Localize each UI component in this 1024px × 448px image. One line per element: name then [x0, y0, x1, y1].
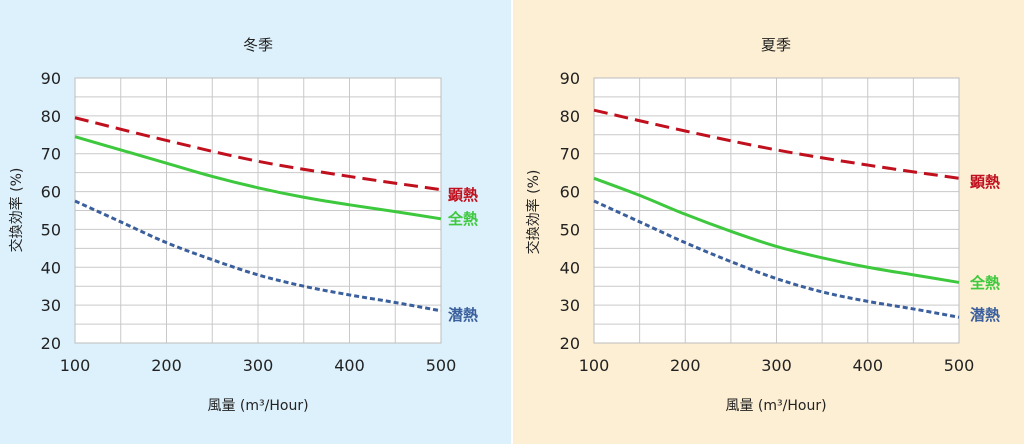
- chart-panel-summer: 夏季 20 30 40 50 60 70 80 90 100 200 300 400 500 交換効率…: [525, 36, 1000, 414]
- grid-lines: [74, 77, 442, 344]
- plot-border: [593, 77, 960, 344]
- chart-title: 冬季: [243, 36, 273, 54]
- series-line-dashed: [74, 116, 442, 192]
- x-axis-label: 風量 (m³/Hour): [725, 398, 826, 414]
- series-label-total: 全熱: [969, 274, 1000, 292]
- y-tick-label: 70: [560, 145, 580, 164]
- x-tick-label: 300: [761, 356, 792, 375]
- x-tick-labels: 100 200 300 400 500: [60, 356, 457, 375]
- series-lines: [593, 108, 960, 319]
- y-axis-label: 交換効率 (%): [525, 170, 542, 255]
- y-tick-label: 40: [41, 258, 61, 277]
- x-tick-label: 400: [852, 356, 883, 375]
- x-tick-label: 500: [426, 356, 457, 375]
- y-tick-label: 30: [41, 296, 61, 315]
- x-tick-labels: 100 200 300 400 500: [579, 356, 975, 375]
- y-tick-label: 80: [560, 107, 580, 126]
- series-label-sensible: 顕熱: [448, 186, 478, 204]
- y-tick-label: 20: [41, 334, 61, 353]
- series-line-dotted: [593, 199, 960, 319]
- y-tick-label: 70: [41, 145, 61, 164]
- x-tick-label: 300: [243, 356, 274, 375]
- y-tick-label: 90: [41, 69, 61, 88]
- y-tick-labels: 20 30 40 50 60 70 80 90: [560, 69, 580, 353]
- series-line-solid: [593, 176, 960, 284]
- series-line-dotted: [74, 199, 442, 313]
- chart-title: 夏季: [761, 36, 791, 54]
- x-tick-label: 500: [944, 356, 975, 375]
- x-tick-label: 100: [60, 356, 91, 375]
- x-tick-label: 200: [670, 356, 701, 375]
- series-label-total: 全熱: [447, 210, 478, 228]
- chart-panel-winter: 冬季 20 30 40 50 60 70 80 90 100 200 300 400 500 交換効率…: [8, 36, 478, 414]
- y-tick-labels: 20 30 40 50 60 70 80 90: [41, 69, 61, 353]
- grid-lines: [593, 77, 960, 344]
- series-label-latent: 潜熱: [448, 306, 478, 324]
- y-axis-label: 交換効率 (%): [8, 168, 25, 253]
- y-tick-label: 50: [560, 220, 580, 239]
- series-label-sensible: 顕熱: [970, 173, 1000, 191]
- series-lines: [74, 116, 442, 313]
- series-line-solid: [74, 135, 442, 221]
- y-tick-label: 90: [560, 69, 580, 88]
- x-tick-label: 200: [151, 356, 182, 375]
- y-tick-label: 30: [560, 296, 580, 315]
- y-tick-label: 80: [41, 107, 61, 126]
- y-tick-label: 20: [560, 334, 580, 353]
- plot-border: [74, 77, 442, 344]
- x-axis-label: 風量 (m³/Hour): [207, 398, 308, 414]
- y-tick-label: 60: [560, 183, 580, 202]
- x-tick-label: 100: [579, 356, 610, 375]
- x-tick-label: 400: [334, 356, 365, 375]
- y-tick-label: 50: [41, 220, 61, 239]
- y-tick-label: 40: [560, 258, 580, 277]
- y-tick-label: 60: [41, 183, 61, 202]
- series-label-latent: 潜熱: [970, 306, 1000, 324]
